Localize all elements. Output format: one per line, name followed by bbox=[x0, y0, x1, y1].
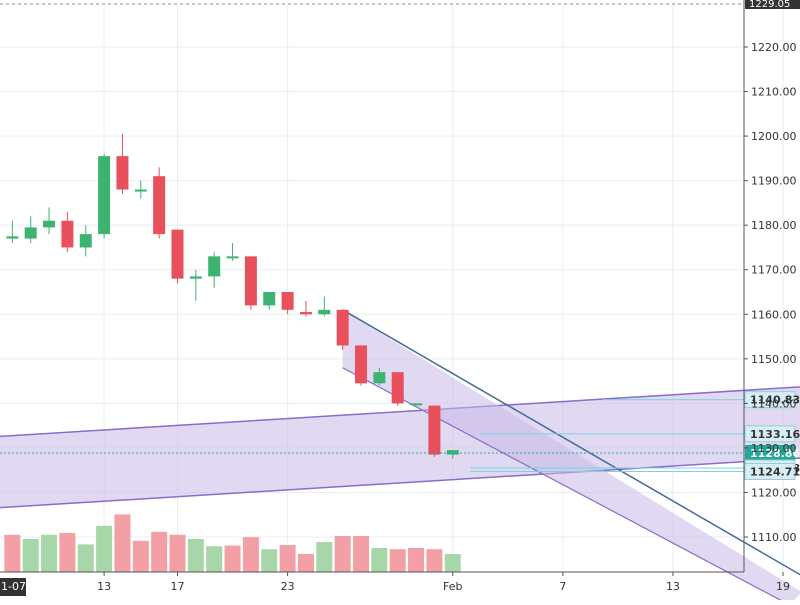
ascending-channel-fill bbox=[0, 386, 800, 508]
candle-body bbox=[428, 405, 441, 455]
volume-bar bbox=[279, 545, 296, 572]
volume-bar bbox=[444, 554, 461, 572]
candle-body bbox=[116, 156, 129, 190]
volume-bar bbox=[187, 539, 204, 572]
descending-trend-line bbox=[342, 309, 800, 576]
candle-body bbox=[153, 176, 166, 235]
volume-bar bbox=[114, 514, 131, 572]
level-label: 1124.71 bbox=[750, 465, 800, 478]
y-tick-label: 1190.00 bbox=[751, 175, 797, 188]
y-tick-label: 1120.00 bbox=[751, 486, 797, 499]
volume-bar bbox=[224, 545, 241, 572]
volume-bar bbox=[371, 548, 388, 572]
candle-body bbox=[208, 256, 221, 277]
volume-bar bbox=[96, 525, 113, 572]
candle-body bbox=[410, 403, 423, 406]
descending-channel-fill bbox=[342, 309, 800, 605]
level-label-bg bbox=[744, 425, 796, 443]
volume-bar bbox=[22, 539, 39, 572]
candle-body bbox=[281, 292, 294, 310]
volume-bar bbox=[426, 549, 443, 572]
volume-layer bbox=[4, 514, 461, 572]
volume-bar bbox=[59, 533, 76, 572]
candle-body bbox=[336, 309, 349, 346]
y-tick-label: 1150.00 bbox=[751, 353, 797, 366]
top-price-label-bg bbox=[745, 0, 800, 9]
volume-bar bbox=[169, 534, 186, 572]
volume-bar bbox=[297, 554, 314, 572]
level-label-bg bbox=[744, 462, 796, 480]
candle-body bbox=[134, 189, 147, 192]
volume-bar bbox=[408, 548, 425, 572]
candle-body bbox=[79, 234, 92, 248]
x-tick-label: 7 bbox=[559, 580, 566, 593]
x-tick-label: 19 bbox=[776, 580, 790, 593]
y-tick-label: 1220.00 bbox=[751, 41, 797, 54]
candle-body bbox=[355, 345, 367, 384]
volume-bar bbox=[132, 540, 149, 572]
volume-bar bbox=[4, 534, 21, 572]
y-tick-label: 1130.00 bbox=[751, 442, 797, 455]
volume-bar bbox=[261, 549, 278, 572]
current-price-label: 1128.86 bbox=[750, 447, 800, 460]
volume-bar bbox=[389, 549, 406, 572]
candle-body bbox=[263, 292, 276, 306]
volume-bar bbox=[77, 544, 94, 572]
level-label-bg bbox=[744, 391, 796, 409]
x-axis-start-marker bbox=[0, 578, 26, 596]
candle-body bbox=[318, 309, 331, 315]
x-tick-label: Feb bbox=[443, 580, 462, 593]
y-tick-label: 1210.00 bbox=[751, 86, 797, 99]
y-tick-label: 1110.00 bbox=[751, 531, 797, 544]
volume-bar bbox=[316, 542, 333, 572]
volume-bar bbox=[151, 531, 168, 572]
current-price-label-bg bbox=[745, 444, 795, 461]
descending-channel-lower-line bbox=[342, 367, 791, 605]
candle-body bbox=[373, 372, 386, 384]
candle-body bbox=[299, 312, 312, 315]
y-tick-label: 1200.00 bbox=[751, 130, 797, 143]
candle-body bbox=[391, 372, 404, 404]
x-tick-label: 17 bbox=[171, 580, 185, 593]
candles-layer bbox=[6, 133, 459, 460]
level-label: 1133.16 bbox=[750, 428, 800, 441]
volume-bar bbox=[41, 534, 58, 572]
candle-body bbox=[24, 227, 37, 239]
volume-bar bbox=[353, 536, 369, 572]
volume-bar bbox=[206, 546, 223, 572]
y-tick-label: 1170.00 bbox=[751, 264, 797, 277]
level-label: 1140.83 bbox=[750, 394, 800, 407]
candle-body bbox=[171, 229, 184, 279]
candle-body bbox=[61, 220, 74, 248]
top-price-label: 1229.05 bbox=[749, 0, 790, 10]
y-tick-label: 1180.00 bbox=[751, 219, 797, 232]
x-tick-label: 13 bbox=[666, 580, 680, 593]
x-tick-label: 23 bbox=[281, 580, 295, 593]
candle-body bbox=[226, 256, 239, 259]
x-tick-label: 1-07 bbox=[1, 580, 26, 593]
y-tick-label: 1140.00 bbox=[751, 397, 797, 410]
candle-body bbox=[98, 156, 111, 235]
volume-bar bbox=[334, 536, 351, 572]
y-tick-label: 1160.00 bbox=[751, 308, 797, 321]
x-tick-label: 13 bbox=[97, 580, 111, 593]
candle-body bbox=[43, 220, 56, 228]
candle-body bbox=[446, 450, 459, 455]
candle-body bbox=[189, 276, 202, 279]
candle-body bbox=[244, 256, 257, 306]
candle-body bbox=[6, 236, 19, 239]
volume-bar bbox=[242, 537, 259, 572]
